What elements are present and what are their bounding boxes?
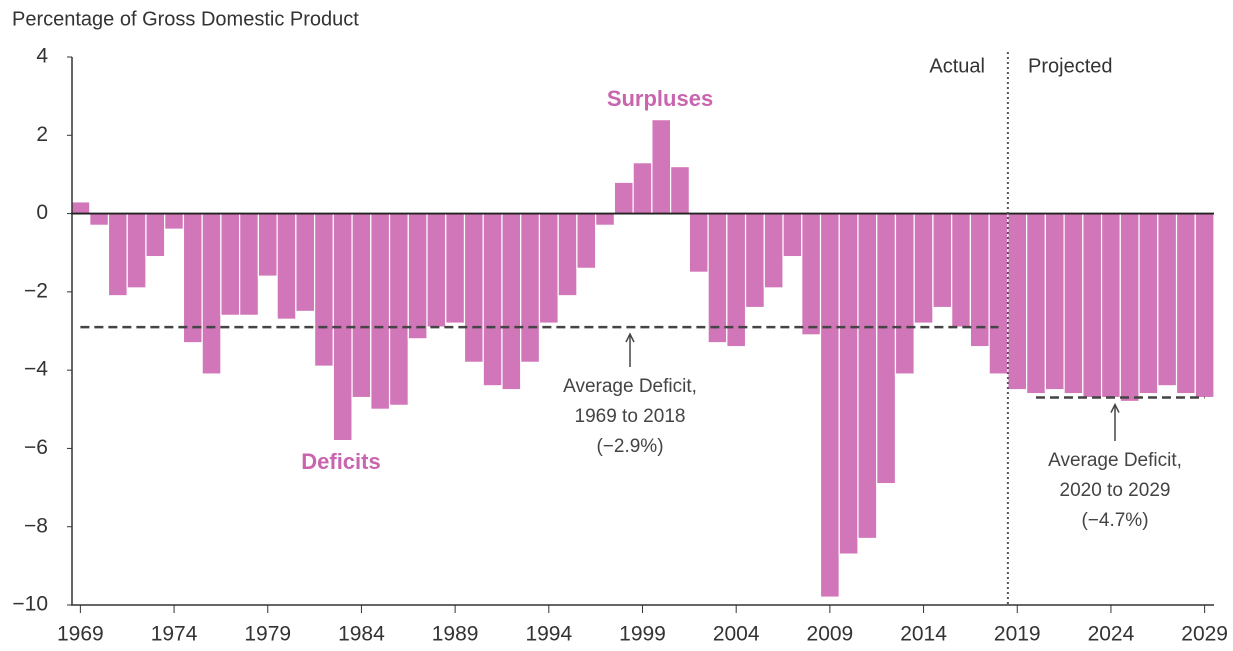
bar [145,212,166,258]
bar [932,212,953,309]
deficits-label: Deficits [301,449,380,474]
y-tick-label: −2 [24,279,48,302]
bar [819,212,840,598]
x-tick-label: 1969 [57,623,104,646]
x-tick-label: 2024 [1088,623,1135,646]
x-tick-label: 2014 [900,623,947,646]
bar [651,119,672,215]
bar [239,212,259,316]
average-label: 2020 to 2029 [1060,480,1171,501]
x-tick-label: 1974 [151,623,198,646]
y-tick-label: 2 [36,123,48,146]
bar [1119,212,1140,403]
arrow-head [625,332,635,343]
bar [501,212,522,391]
x-tick-label: 2009 [807,623,854,646]
x-tick-label: 1989 [432,623,479,646]
bar [370,212,391,410]
average-label: (−4.7%) [1081,510,1148,531]
bar [538,212,559,324]
bar [445,212,466,324]
bar [576,212,597,269]
bar [313,212,334,367]
y-tick-label: −6 [24,436,48,459]
bar [763,212,784,289]
bar [482,212,503,387]
x-tick-label: 1999 [619,623,666,646]
bar [220,212,241,316]
bar [426,212,447,328]
average-label: (−2.9%) [596,436,663,457]
y-axis-label: Percentage of Gross Domestic Product [12,8,359,30]
arrow-head [1110,402,1120,413]
bar [801,212,822,336]
bar [463,212,484,363]
bar [894,212,915,375]
bar [164,212,185,230]
x-tick-label: 2019 [994,623,1041,646]
bar [913,212,934,324]
x-tick-label: 1984 [338,623,385,646]
bar [1044,212,1065,391]
bar [89,212,110,226]
bar [520,212,541,363]
bar [744,212,765,309]
bar [1138,212,1159,395]
bar [182,212,203,344]
bar [1157,212,1178,387]
y-tick-label: −10 [12,593,48,616]
surpluses-label: Surpluses [607,86,713,111]
bar [1007,212,1028,391]
bar [876,212,897,485]
bar [1082,212,1103,399]
bar [857,212,878,540]
bar [407,212,428,340]
bar [257,212,278,277]
bar [988,212,1009,375]
bar [951,212,972,328]
bar [670,166,690,215]
bar [632,162,653,215]
x-tick-label: 1994 [525,623,572,646]
bar [1026,212,1046,395]
bar [557,212,578,297]
bar [351,212,372,399]
y-tick-label: 4 [36,45,48,68]
bar [688,212,709,273]
bar [707,212,728,344]
bar [1100,212,1121,399]
bar [107,212,128,297]
bar [70,201,91,215]
bar [782,212,803,258]
bar [1063,212,1084,395]
x-tick-label: 2029 [1181,623,1228,646]
bar [613,181,634,215]
projected-label: Projected [1028,55,1113,77]
bar [201,212,222,375]
y-tick-label: 0 [36,201,48,224]
bar [838,212,859,555]
bar [1175,212,1196,395]
y-tick-label: −4 [24,358,48,381]
bar [295,212,316,313]
bar [388,212,409,406]
average-label: Average Deficit, [1048,450,1182,471]
y-tick-label: −8 [24,514,48,537]
bar [126,212,147,289]
average-label: 1969 to 2018 [575,406,686,427]
x-tick-label: 1979 [244,623,291,646]
bar [595,212,615,226]
bar [276,212,297,320]
average-label: Average Deficit, [563,376,697,397]
bar [1194,212,1215,399]
x-tick-label: 2004 [713,623,760,646]
actual-label: Actual [929,55,985,77]
